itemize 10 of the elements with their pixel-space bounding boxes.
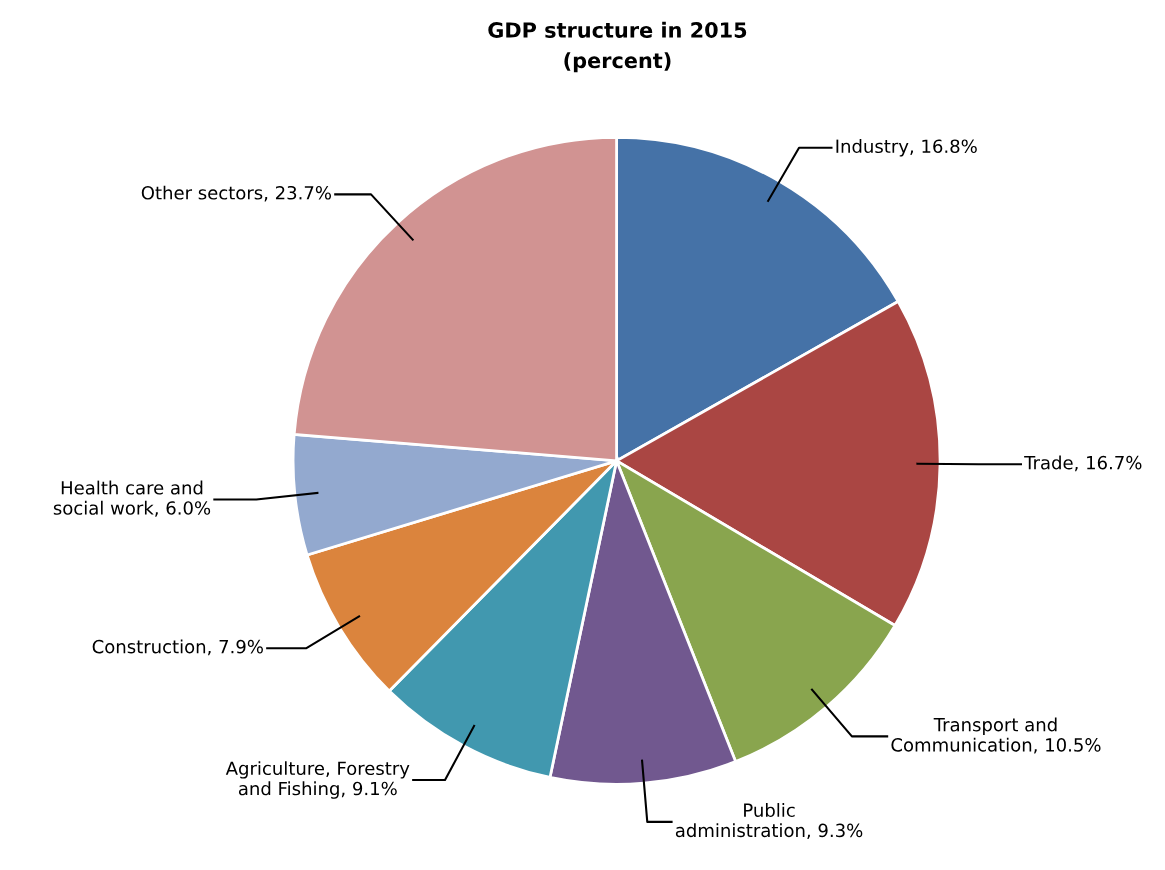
slice-label: Agriculture, Forestry and Fishing, 9.1% — [225, 761, 410, 799]
slice-label: Industry, 16.8% — [836, 139, 977, 157]
slice-label: Other sectors, 23.7% — [141, 185, 332, 202]
slice-label: Health care and social work, 6.0% — [53, 480, 211, 517]
slice-label: Transport and Communication, 10.5% — [891, 717, 1101, 754]
slice-label: Trade, 16.7% — [1024, 455, 1142, 472]
chart-subtitle: (percent) — [564, 52, 671, 73]
slice-label: Public administration, 9.3% — [675, 803, 863, 840]
chart-title: GDP structure in 2015 — [488, 21, 747, 38]
slice-label: Construction, 7.9% — [92, 639, 263, 656]
